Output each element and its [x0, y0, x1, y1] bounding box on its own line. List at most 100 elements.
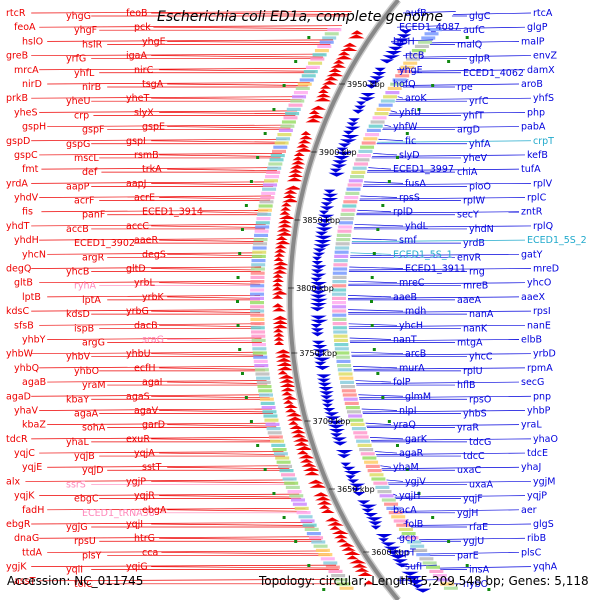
gene-connector [31, 266, 262, 269]
gene-label: yhgE [142, 36, 166, 47]
gene-label: ECED1_3911 [405, 264, 466, 275]
gene-connector [453, 12, 532, 15]
gene-label: rpsS [399, 193, 420, 204]
reverse-gene-arrow [354, 567, 370, 572]
track-marker [376, 372, 380, 375]
track-marker [294, 60, 298, 63]
reverse-gene-arrow [277, 366, 294, 371]
forward-gene-arrow [342, 466, 356, 471]
reverse-gene-arrow [274, 244, 287, 249]
annotation-stripe [308, 61, 323, 65]
scale-markers: 3950 kbp 3900 kbp 3850 kbp 3800 kbp 3750 kbp… [288, 80, 409, 557]
annotation-stripe [254, 368, 269, 372]
annotation-stripe [345, 191, 360, 195]
annotation-stripe [346, 410, 361, 414]
reverse-gene-arrow [348, 34, 365, 39]
gene-connector [167, 381, 268, 384]
gene-label: igaA [126, 51, 147, 62]
gene-connector [360, 195, 398, 198]
forward-gene-arrow [332, 441, 348, 446]
gene-label: ispB [74, 323, 94, 334]
gene-label: yhbO [74, 366, 99, 377]
annotation-stripe [398, 527, 413, 531]
gene-connector [159, 324, 261, 328]
annotation-stripe [365, 133, 380, 137]
annotation-stripe [384, 502, 399, 506]
gene-label: yhgE [399, 65, 423, 76]
annotation-stripe [252, 250, 267, 254]
annotation-stripe [429, 569, 444, 573]
gene-connector [47, 124, 292, 127]
track-marker [465, 564, 469, 567]
annotation-stripe [272, 448, 287, 452]
gene-connector [348, 280, 398, 284]
gene-label: damX [527, 65, 555, 76]
gene-connector [356, 211, 520, 214]
gene-label: yhfT [463, 110, 484, 121]
track-marker [431, 84, 435, 87]
gene-label: nanT [393, 334, 417, 345]
gene-label: mreD [533, 264, 559, 275]
reverse-gene-arrow [309, 483, 327, 488]
reverse-gene-arrow [282, 395, 298, 400]
reverse-gene-arrow [331, 530, 349, 534]
feature-tracks [236, 28, 491, 593]
gene-connector [364, 181, 404, 184]
annotation-stripe [294, 506, 309, 510]
annotation-stripe [282, 477, 297, 481]
forward-gene-arrow [375, 534, 393, 538]
reverse-gene-arrow [277, 370, 288, 375]
gene-connector [151, 182, 274, 186]
gene-connector [393, 493, 398, 496]
gene-label: elbB [521, 334, 542, 345]
annotation-stripe [253, 242, 268, 246]
gene-label: yhfA [469, 139, 491, 150]
reverse-gene-arrow [299, 135, 313, 140]
annotation-stripe [333, 334, 348, 338]
gene-connector [47, 422, 276, 426]
gene-label: rplW [463, 196, 486, 207]
scale-label: 3850 kbp [302, 216, 340, 225]
gene-connector [47, 380, 267, 383]
gene-label: uxaC [457, 465, 481, 476]
reverse-gene-arrow [285, 408, 297, 413]
gene-label: agaV [134, 405, 159, 416]
gene-label: argR [82, 252, 105, 263]
reverse-gene-arrow [290, 164, 305, 169]
gene-connector [352, 238, 398, 241]
track-marker [272, 108, 276, 111]
annotation-stripe [277, 133, 292, 137]
annotation-stripe [440, 582, 455, 586]
gene-connector [39, 408, 273, 411]
gene-label: yrbK [142, 292, 165, 303]
annotation-stripe [251, 263, 266, 267]
annotation-stripe [421, 36, 436, 40]
forward-gene-arrow [389, 555, 408, 559]
track-marker [405, 132, 409, 135]
gene-label: argD [457, 125, 480, 136]
track-marker [395, 156, 399, 159]
gene-label: assT [14, 576, 36, 587]
annotation-stripe [381, 498, 396, 502]
reverse-gene-arrow [272, 303, 284, 308]
reverse-gene-arrow [357, 572, 373, 576]
annotation-stripe [299, 78, 314, 82]
annotation-stripe [337, 368, 352, 372]
gene-label: accC [126, 221, 149, 232]
gene-label: hofQ [393, 79, 416, 90]
forward-gene-arrow [395, 563, 409, 568]
forward-gene-arrow [310, 315, 327, 320]
gene-label: yrdB [463, 238, 485, 249]
forward-gene-arrow [407, 580, 424, 585]
annotation-stripe [262, 410, 277, 414]
gene-label: garK [405, 434, 428, 445]
gene-label: yhdL [405, 221, 429, 232]
annotation-stripe [334, 343, 349, 347]
reverse-gene-arrow [280, 387, 296, 392]
reverse-gene-arrow [325, 517, 340, 522]
gene-label: tdcR [6, 434, 28, 445]
gene-connector [348, 295, 392, 298]
track-marker [387, 420, 391, 423]
gene-connector [381, 466, 520, 470]
scale-label: 3950 kbp [347, 80, 385, 89]
